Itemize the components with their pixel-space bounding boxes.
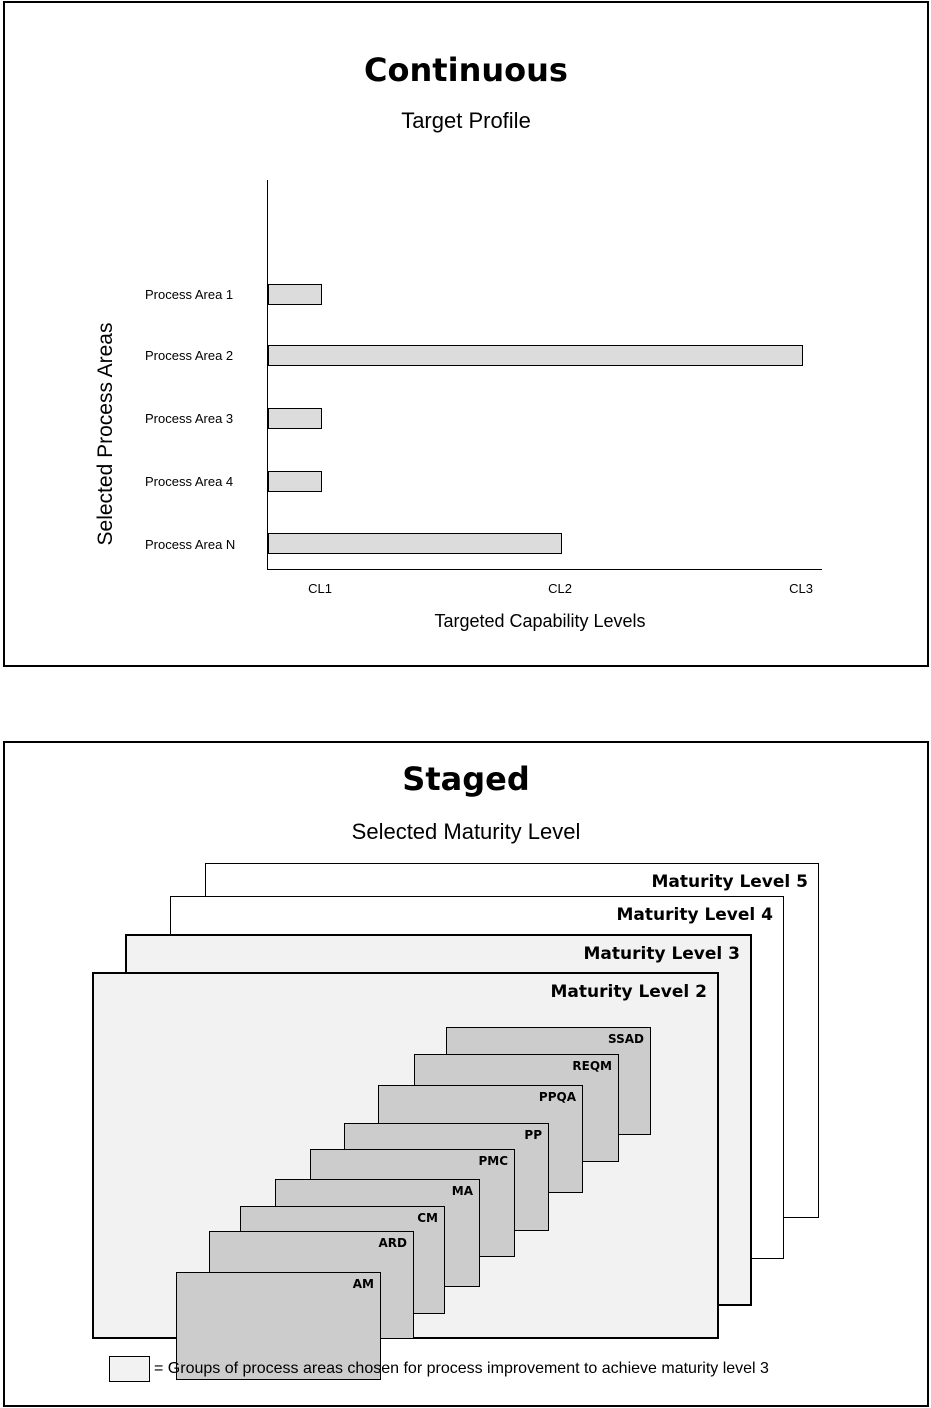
bar-process-area-3 [268,408,322,429]
x-axis-line [267,569,822,570]
tick-label: CL1 [308,581,332,596]
process-area-label: ARD [378,1236,408,1250]
process-area-label: PPQA [538,1090,576,1104]
process-area-label: SSAD [608,1032,644,1046]
category-label: Process Area N [145,537,236,552]
staged-panel: Staged Selected Maturity Level Maturity … [3,741,929,1407]
bar-process-area-n [268,533,562,554]
continuous-panel: Continuous Target Profile Selected Proce… [3,1,929,667]
maturity-level-label: Maturity Level 5 [651,872,808,892]
bar-process-area-4 [268,471,322,492]
x-axis-label: Targeted Capability Levels [434,611,646,631]
maturity-level-label: Maturity Level 2 [550,982,707,1002]
process-area-label: CM [417,1211,438,1225]
tick-label: CL2 [548,581,572,596]
staged-subtitle: Selected Maturity Level [351,819,581,844]
bar-process-area-2 [268,345,803,366]
process-area-label: PMC [478,1154,508,1168]
process-area-label: PP [524,1128,542,1142]
tick-label: CL3 [789,581,813,596]
continuous-subtitle: Target Profile [401,108,531,133]
process-area-card-am: AM [176,1272,381,1380]
maturity-level-label: Maturity Level 4 [616,905,773,925]
process-area-label: AM [352,1277,374,1291]
bar-process-area-1 [268,284,322,305]
legend-swatch [109,1356,150,1382]
continuous-title: Continuous [364,51,568,89]
category-label: Process Area 4 [145,474,234,489]
process-area-label: REQM [572,1059,612,1073]
staged-title: Staged [402,760,530,798]
y-axis-label: Selected Process Areas [94,322,117,546]
category-label: Process Area 2 [145,348,234,363]
category-label: Process Area 3 [145,411,234,426]
y-axis-line [267,180,268,570]
legend-text: = Groups of process areas chosen for pro… [154,1360,769,1377]
process-area-label: MA [451,1184,473,1198]
category-label: Process Area 1 [145,287,234,302]
maturity-level-label: Maturity Level 3 [583,944,740,964]
